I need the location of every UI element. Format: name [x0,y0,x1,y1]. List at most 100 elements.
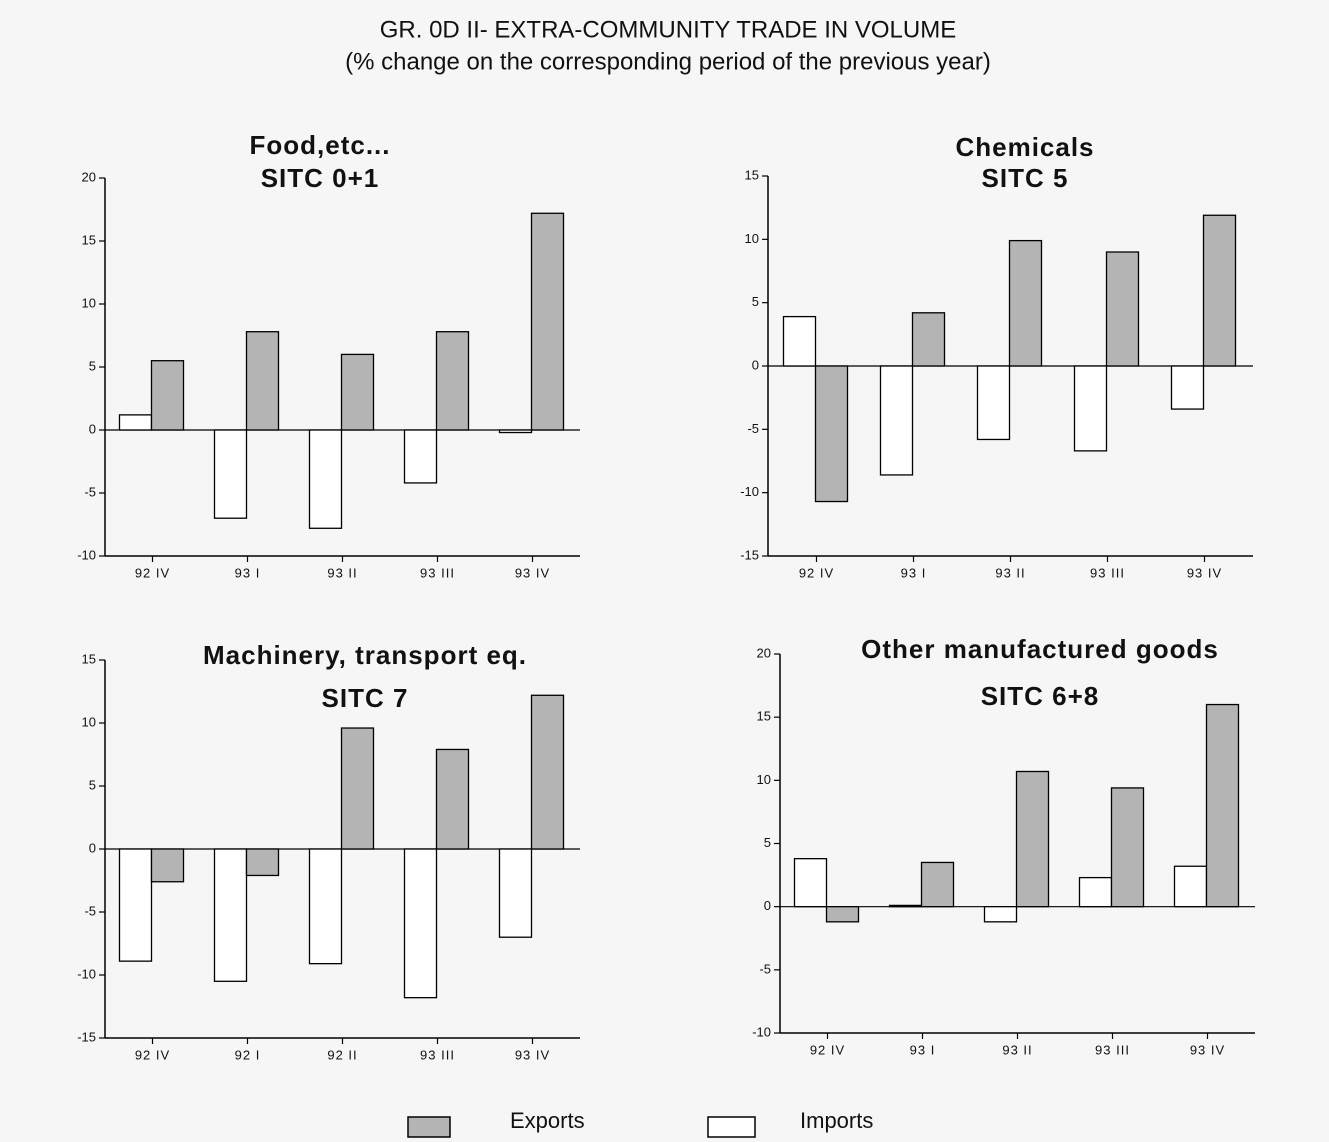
y-tick-label: 0 [89,421,96,436]
bar [793,858,828,908]
y-tick-label: 5 [752,294,759,309]
bar [403,848,438,999]
bar [782,315,817,367]
y-tick-label: 5 [764,835,771,850]
y-tick-label: 15 [82,651,96,666]
bar [1173,865,1208,908]
x-tick-label: 93 IV [515,1047,550,1062]
y-tick-label: 0 [752,357,759,372]
bar [498,848,533,938]
chart-subtitle: SITC 6+8 [981,681,1100,711]
legend-label-exports: Exports [510,1108,585,1133]
y-tick-label: -10 [752,1024,771,1039]
x-tick-label: 92 IV [135,565,170,580]
y-tick-label: -10 [77,547,96,562]
x-tick-label: 93 III [420,1047,455,1062]
bar [879,365,914,476]
x-tick-label: 93 III [420,565,455,580]
y-tick-label: 5 [89,777,96,792]
y-tick-label: -5 [84,903,96,918]
x-tick-label: 93 III [1095,1042,1130,1057]
x-tick-label: 93 I [910,1042,936,1057]
bar [150,848,185,883]
bar [1170,365,1205,410]
bar [888,904,923,908]
bar [245,848,280,877]
bar [1078,876,1113,908]
bar [1205,703,1240,908]
y-tick-label: -10 [77,966,96,981]
y-tick-label: -5 [747,421,759,436]
y-tick-label: 5 [89,358,96,373]
bar [1105,251,1140,367]
bar [530,212,565,431]
bar [1015,770,1050,908]
x-tick-label: 93 I [235,565,261,580]
bar [340,727,375,850]
bar [150,360,185,431]
y-tick-label: 0 [89,840,96,855]
x-tick-label: 92 II [327,1047,357,1062]
x-tick-label: 93 II [327,565,357,580]
chart-title: Machinery, transport eq. [203,640,527,670]
bar [1073,365,1108,452]
chart-title: Other manufactured goods [861,634,1219,664]
y-tick-label: 10 [757,772,771,787]
bar [976,365,1011,441]
x-tick-label: 93 II [1002,1042,1032,1057]
bar [118,414,153,431]
main-subtitle: (% change on the corresponding period of… [345,48,991,75]
y-tick-label: 10 [82,295,96,310]
chart-subtitle: SITC 0+1 [261,163,380,193]
y-tick-label: 10 [82,714,96,729]
chart-subtitle: SITC 5 [982,163,1069,193]
chart-subtitle: SITC 7 [322,683,409,713]
legend-label-imports: Imports [800,1108,873,1133]
bar [814,365,849,503]
x-tick-label: 93 III [1090,565,1125,580]
x-tick-label: 92 IV [799,565,834,580]
bar [498,429,533,434]
bar [435,331,470,431]
main-title: GR. 0D II- EXTRA-COMMUNITY TRADE IN VOLU… [380,16,957,43]
y-tick-label: 15 [745,167,759,182]
bar [911,312,946,367]
bar [213,429,248,519]
x-tick-label: 92 IV [135,1047,170,1062]
x-tick-label: 92 I [235,1047,261,1062]
bar [825,906,860,923]
x-tick-label: 93 IV [1187,565,1222,580]
y-tick-label: -10 [740,484,759,499]
bar [1202,214,1237,367]
y-tick-label: 15 [757,709,771,724]
bar [1110,787,1145,908]
y-tick-label: -5 [84,484,96,499]
y-tick-label: -5 [759,961,771,976]
bar [1008,239,1043,367]
y-tick-label: -15 [740,547,759,562]
x-tick-label: 93 IV [1190,1042,1225,1057]
y-tick-label: 20 [757,645,771,660]
y-tick-label: 20 [82,169,96,184]
y-tick-label: -15 [77,1029,96,1044]
bar [340,353,375,431]
bar [308,429,343,529]
y-tick-label: 10 [745,231,759,246]
y-tick-label: 0 [764,898,771,913]
bar [983,906,1018,923]
bar [213,848,248,982]
y-tick-label: 15 [82,232,96,247]
bar [435,748,470,850]
bar [245,331,280,431]
legend-swatch-exports [407,1116,451,1138]
bar [308,848,343,965]
bar [920,861,955,908]
x-tick-label: 93 IV [515,565,550,580]
bar [403,429,438,484]
bar [118,848,153,962]
chart-title: Food,etc... [250,130,391,160]
x-tick-label: 93 I [901,565,927,580]
x-tick-label: 92 IV [810,1042,845,1057]
